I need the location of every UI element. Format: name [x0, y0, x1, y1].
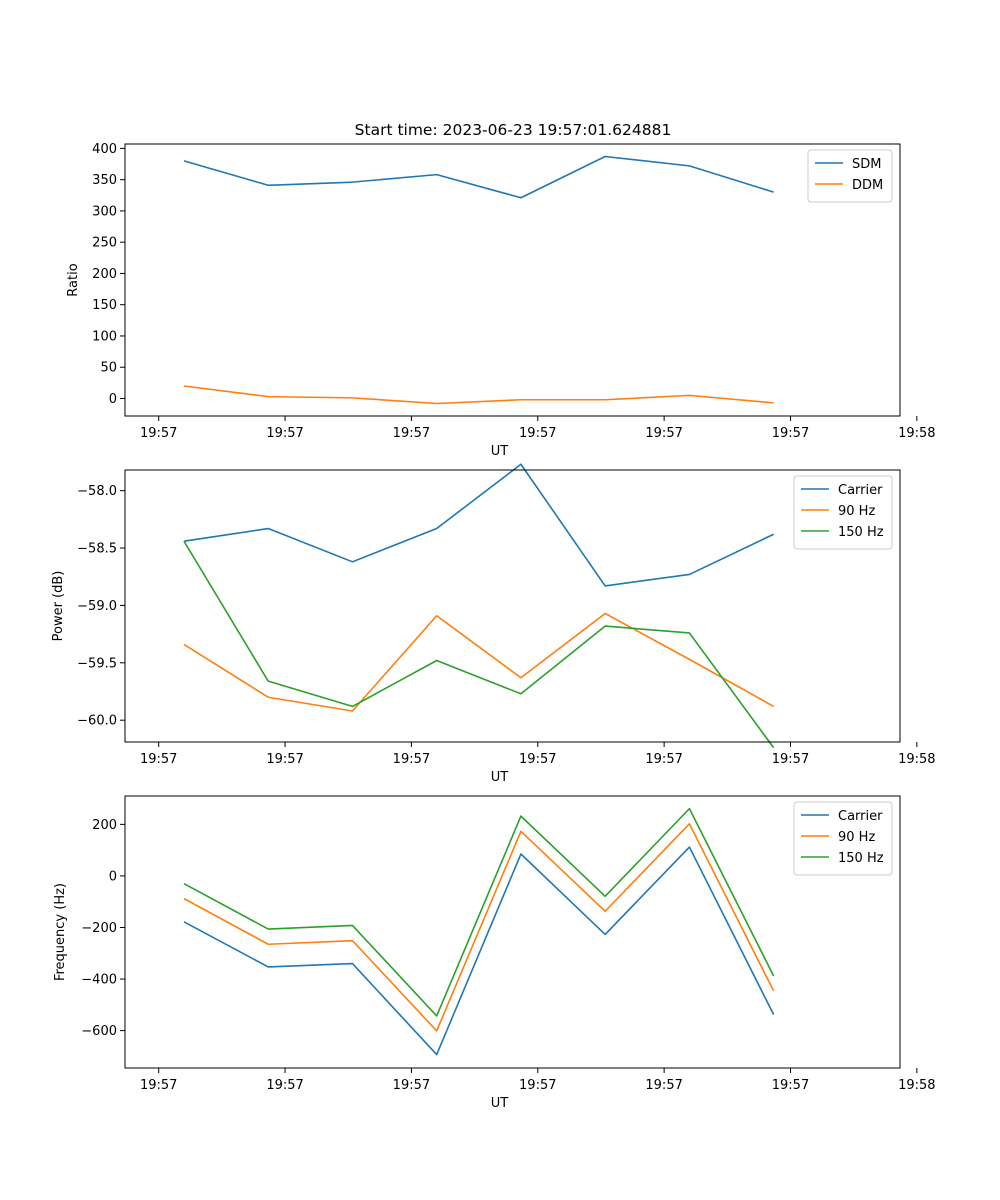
series-line-90-hz [183, 612, 775, 712]
legend-label: Carrier [838, 483, 883, 498]
series-line-150-hz [183, 807, 775, 1017]
legend-label: 90 Hz [838, 504, 875, 519]
x-tick-label: 19:57 [140, 1078, 177, 1093]
y-tick-label: 200 [92, 818, 117, 833]
x-tick-label: 19:57 [519, 426, 556, 441]
x-axis-label: UT [491, 1096, 509, 1111]
y-tick-label: 350 [92, 173, 117, 188]
y-tick-label: −200 [81, 921, 117, 936]
y-tick-label: −59.0 [77, 599, 117, 614]
plot-frame [124, 469, 901, 743]
y-tick-label: 200 [92, 267, 117, 282]
legend: SDM DDM [807, 149, 893, 203]
x-tick-label: 19:57 [519, 1078, 556, 1093]
series-line-150-hz [183, 540, 775, 749]
legend-label: 150 Hz [838, 525, 884, 540]
plot-frame [124, 795, 901, 1069]
x-axis-label: UT [491, 444, 509, 459]
y-tick-label: 250 [92, 236, 117, 251]
y-tick-label: 100 [92, 329, 117, 344]
legend-label: DDM [852, 178, 883, 193]
legend: Carrier 90 Hz 150 Hz [793, 475, 893, 550]
x-axis-label: UT [491, 770, 509, 785]
y-tick-label: 0 [109, 869, 117, 884]
series-line-ddm [183, 385, 774, 405]
legend-label: 90 Hz [838, 830, 875, 845]
x-tick-label: 19:57 [645, 426, 682, 441]
x-tick-label: 19:58 [898, 752, 935, 767]
x-tick-label: 19:58 [898, 426, 935, 441]
y-axis-label: Ratio [66, 263, 81, 296]
subplot-1: 19:57 19:57 19:57 19:57 19:57 19:57 19:58 0 50 10… [66, 142, 936, 459]
y-tick-label: −59.5 [77, 656, 117, 671]
y-tick-label: −58.5 [77, 542, 117, 557]
y-axis-label: Frequency (Hz) [53, 883, 68, 981]
x-tick-label: 19:57 [645, 752, 682, 767]
series-line-sdm [183, 155, 774, 199]
y-tick-label: 300 [92, 204, 117, 219]
x-tick-label: 19:57 [266, 1078, 303, 1093]
x-tick-label: 19:57 [772, 752, 809, 767]
x-tick-label: 19:57 [266, 752, 303, 767]
series-line-carrier [183, 463, 774, 587]
x-tick-label: 19:57 [266, 426, 303, 441]
plots-container: 19:57 19:57 19:57 19:57 19:57 19:57 19:58 0 50 10… [51, 142, 936, 1111]
legend-label: SDM [852, 157, 881, 172]
x-tick-label: 19:57 [393, 752, 430, 767]
y-tick-label: −60.0 [77, 714, 117, 729]
x-tick-label: 19:58 [898, 1078, 935, 1093]
subplot-3: 19:57 19:57 19:57 19:57 19:57 19:57 19:58 200 0 −… [53, 795, 936, 1111]
legend-label: 150 Hz [838, 851, 884, 866]
y-tick-label: −600 [81, 1024, 117, 1039]
y-tick-label: −58.0 [77, 484, 117, 499]
legend: Carrier 90 Hz 150 Hz [793, 801, 893, 876]
y-axis-label: Power (dB) [51, 571, 66, 642]
y-tick-label: 400 [92, 142, 117, 157]
x-tick-label: 19:57 [393, 426, 430, 441]
x-tick-label: 19:57 [140, 752, 177, 767]
x-tick-label: 19:57 [772, 1078, 809, 1093]
series-line-90-hz [183, 823, 775, 1032]
legend-label: Carrier [838, 809, 883, 824]
x-tick-label: 19:57 [140, 426, 177, 441]
x-tick-label: 19:57 [519, 752, 556, 767]
y-tick-label: −400 [81, 973, 117, 988]
y-tick-label: 150 [92, 298, 117, 313]
subplot-2: 19:57 19:57 19:57 19:57 19:57 19:57 19:58 −58.0… [51, 463, 936, 785]
plot-frame [124, 143, 901, 417]
x-tick-label: 19:57 [772, 426, 809, 441]
series-line-carrier [183, 846, 775, 1056]
figure-title: Start time: 2023-06-23 19:57:01.624881 [355, 121, 672, 139]
x-tick-label: 19:57 [393, 1078, 430, 1093]
y-tick-label: 0 [109, 392, 117, 407]
x-tick-label: 19:57 [645, 1078, 682, 1093]
y-tick-label: 50 [100, 361, 117, 376]
